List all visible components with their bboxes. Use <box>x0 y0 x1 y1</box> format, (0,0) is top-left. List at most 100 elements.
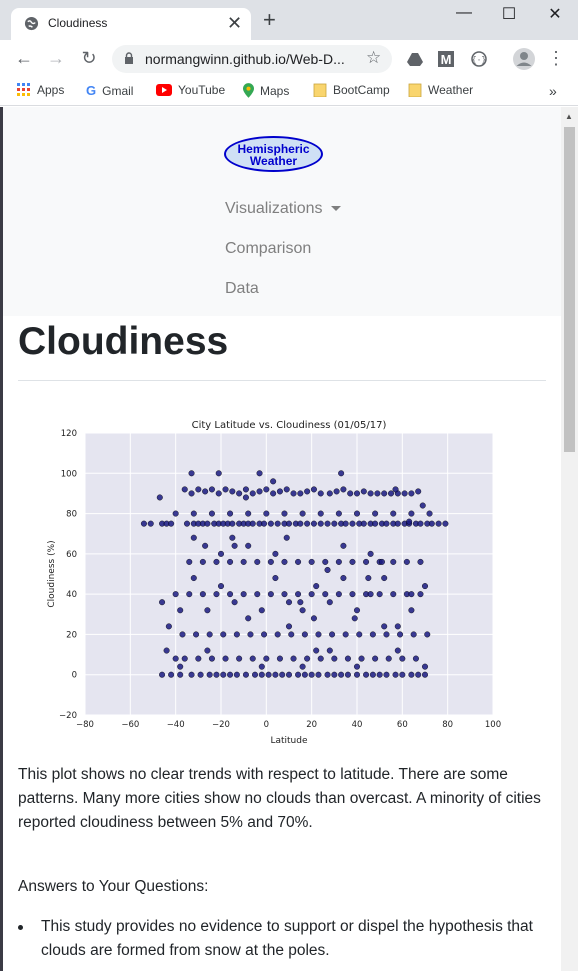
scatter-point <box>329 632 335 638</box>
bookmark-maps[interactable]: Maps <box>243 83 289 98</box>
minimize-icon[interactable]: — <box>449 4 479 22</box>
scatter-point <box>422 672 428 678</box>
scatter-point <box>322 559 328 565</box>
scatter-point <box>381 575 387 581</box>
scatter-point <box>427 511 433 517</box>
more-menu-icon[interactable]: ⋮ <box>545 48 567 69</box>
scatter-point <box>168 521 174 527</box>
scatter-point <box>336 559 342 565</box>
scatter-point <box>318 656 324 662</box>
bookmarks-overflow-icon[interactable]: » <box>549 83 557 99</box>
scatter-point <box>250 521 256 527</box>
y-axis-label: Cloudiness (%) <box>47 540 57 607</box>
scatter-point <box>257 489 263 495</box>
scatter-point <box>232 599 238 605</box>
scatter-point <box>245 511 251 517</box>
scatter-point <box>372 511 378 517</box>
code-extension-icon[interactable]: {·} <box>471 51 487 67</box>
window-close-icon[interactable]: ✕ <box>540 4 570 24</box>
bookmark-label: Weather <box>428 83 473 97</box>
scatter-point <box>275 521 281 527</box>
scatter-point <box>356 632 362 638</box>
scatter-point <box>227 672 233 678</box>
scatter-point <box>284 535 290 541</box>
site-navbar: Hemispheric Weather Visualizations Compa… <box>3 107 561 316</box>
bookmark-bootcamp[interactable]: BootCamp <box>313 83 390 97</box>
scatter-point <box>220 672 226 678</box>
scatter-point <box>400 672 406 678</box>
scatter-point <box>420 503 426 509</box>
nav-visualizations-dropdown[interactable]: Visualizations <box>225 200 341 218</box>
bookmark-apps[interactable]: Apps <box>17 83 64 97</box>
scatter-point <box>361 489 367 495</box>
drive-extension-icon[interactable] <box>407 51 423 67</box>
scatter-point <box>270 491 276 497</box>
tab-cloudiness[interactable]: Cloudiness ✕ <box>11 8 251 40</box>
scatter-point <box>250 491 256 497</box>
scatter-point <box>173 511 179 517</box>
scatter-point <box>325 567 331 573</box>
scatter-point <box>422 664 428 670</box>
scatter-point <box>268 591 274 597</box>
scatter-point <box>214 591 220 597</box>
close-tab-icon[interactable]: ✕ <box>227 13 242 34</box>
scatter-point <box>241 591 247 597</box>
scatter-point <box>413 656 419 662</box>
forward-icon[interactable]: → <box>45 48 67 69</box>
scatter-point <box>368 551 374 557</box>
address-bar[interactable]: normangwinn.github.io/Web-D... ☆ <box>112 45 392 73</box>
scatter-point <box>325 672 331 678</box>
scroll-thumb[interactable] <box>564 127 575 452</box>
scatter-point <box>245 616 251 622</box>
scatter-point <box>141 521 147 527</box>
scatter-point <box>214 559 220 565</box>
y-tick-label: 100 <box>61 469 77 479</box>
scatter-point <box>343 632 349 638</box>
scatter-point <box>377 672 383 678</box>
answers-heading: Answers to Your Questions: <box>18 875 548 899</box>
scatter-point <box>259 607 265 613</box>
scatter-point <box>270 479 276 485</box>
bookmark-weather[interactable]: Weather <box>408 83 473 97</box>
scatter-point <box>415 489 421 495</box>
bookmark-star-icon[interactable]: ☆ <box>366 48 381 68</box>
bookmark-youtube[interactable]: YouTube <box>156 83 225 97</box>
scatter-point <box>268 559 274 565</box>
bookmark-gmail[interactable]: G Gmail <box>86 83 133 98</box>
scatter-point <box>372 656 378 662</box>
answer-text: This study provides no evidence to suppo… <box>41 918 533 959</box>
m-extension-icon[interactable]: M <box>438 51 454 67</box>
reload-icon[interactable]: ↻ <box>78 48 100 69</box>
nav-data[interactable]: Data <box>225 280 259 298</box>
maximize-icon[interactable]: ☐ <box>494 4 524 24</box>
scatter-point <box>268 521 274 527</box>
scatter-point <box>379 559 385 565</box>
scatter-point <box>311 487 317 493</box>
y-tick-label: −20 <box>59 711 77 721</box>
profile-avatar-icon[interactable] <box>513 48 535 70</box>
answer-bullet: This study provides no evidence to suppo… <box>18 915 548 963</box>
scatter-point <box>418 559 424 565</box>
page-scrollbar[interactable]: ▲ <box>561 107 578 971</box>
scatter-point <box>304 521 310 527</box>
bookmark-label: Apps <box>37 83 64 97</box>
scatter-point <box>298 599 304 605</box>
x-tick-label: 100 <box>485 720 501 730</box>
back-icon[interactable]: ← <box>13 48 35 69</box>
nav-comparison[interactable]: Comparison <box>225 240 311 258</box>
brand-logo[interactable]: Hemispheric Weather <box>224 136 323 172</box>
scatter-point <box>397 632 403 638</box>
scatter-point <box>327 599 333 605</box>
scatter-point <box>313 648 319 654</box>
scatter-point <box>182 487 188 493</box>
new-tab-icon[interactable]: + <box>263 9 276 31</box>
scatter-point <box>359 656 365 662</box>
scatter-point <box>345 672 351 678</box>
scatter-point <box>184 521 190 527</box>
scroll-up-arrow-icon[interactable]: ▲ <box>565 112 573 121</box>
bookmark-label: BootCamp <box>333 83 390 97</box>
scatter-point <box>361 521 367 527</box>
scatter-point <box>298 521 304 527</box>
scatter-point <box>313 583 319 589</box>
y-tick-label: 60 <box>66 550 77 560</box>
